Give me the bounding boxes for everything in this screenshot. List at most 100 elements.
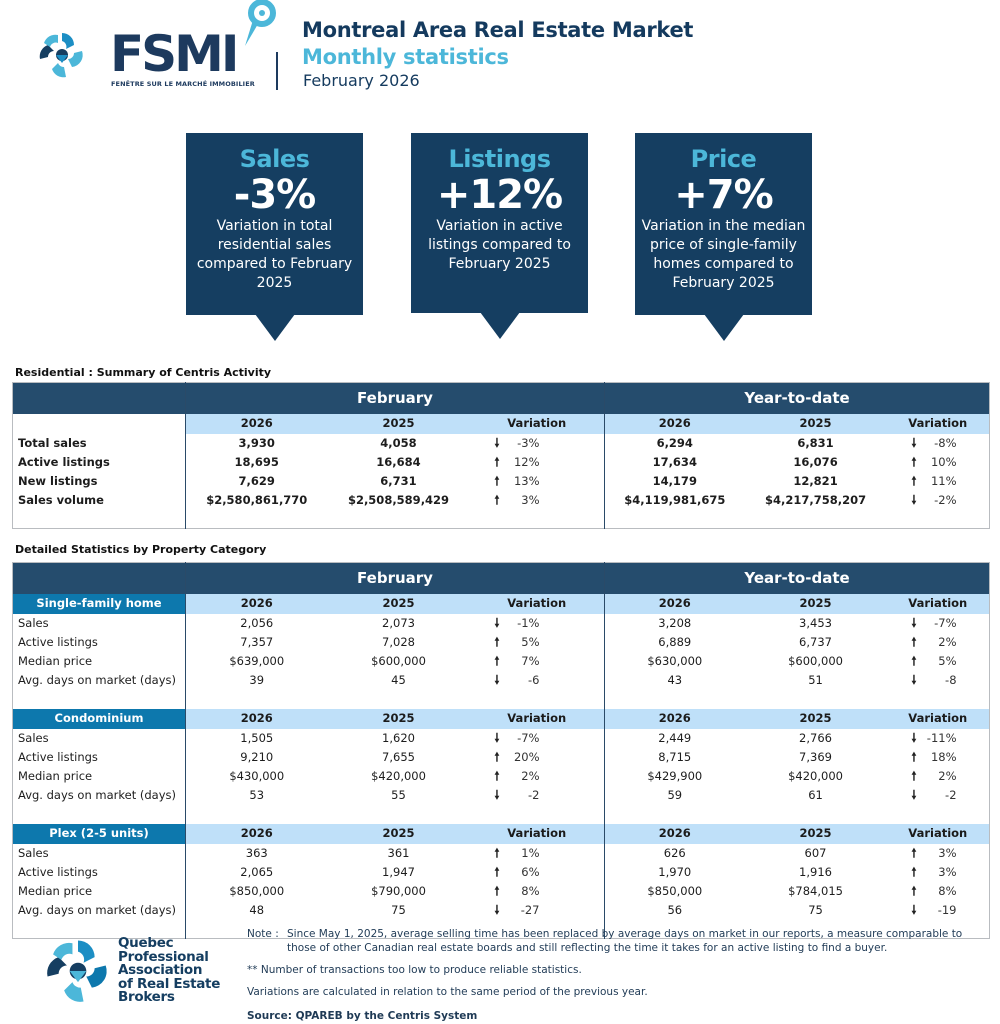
detailed-section-title: Detailed Statistics by Property Category bbox=[15, 543, 267, 556]
col-header: 2025 bbox=[327, 708, 470, 729]
value-cell: 361 bbox=[387, 845, 410, 860]
arrow-up-icon: 🠕 bbox=[911, 883, 917, 898]
value-cell: 2,065 bbox=[185, 862, 328, 882]
variation-value: 7% bbox=[521, 653, 540, 668]
variation-value: -2 bbox=[945, 787, 957, 802]
col-header: 2025 bbox=[744, 823, 887, 844]
arrow-down-icon: 🠗 bbox=[494, 672, 500, 687]
variation-cell: 🠕 2% bbox=[470, 767, 605, 786]
arrow-up-icon: 🠕 bbox=[911, 653, 917, 668]
value-cell: $4,217,758,207 bbox=[764, 492, 867, 507]
value-cell: 3,208 bbox=[604, 613, 745, 633]
variation-cell: 🠗 -8% bbox=[887, 434, 990, 453]
row-label: Avg. days on market (days) bbox=[18, 672, 176, 687]
col-header: Variation bbox=[469, 708, 605, 729]
value-cell: 12,821 bbox=[793, 473, 838, 488]
period-header-february: February bbox=[184, 382, 605, 414]
row-label: Sales bbox=[18, 845, 49, 860]
kpi-value: -3% bbox=[233, 172, 317, 218]
value-cell: 8,715 bbox=[604, 747, 745, 767]
variation-cell: 🠕 3% bbox=[887, 863, 990, 882]
variation-cell: 🠕 11% bbox=[887, 472, 990, 491]
value-cell: $420,000 bbox=[788, 768, 843, 783]
value-cell: 1,947 bbox=[382, 864, 415, 879]
arrow-up-icon: 🠕 bbox=[911, 768, 917, 783]
arrow-up-icon: 🠕 bbox=[494, 749, 500, 764]
arrow-up-icon: 🠕 bbox=[494, 864, 500, 879]
col-header: Variation bbox=[886, 593, 990, 614]
row-label: Sales volume bbox=[18, 492, 104, 507]
variation-value: 18% bbox=[930, 749, 957, 764]
category-header-row: Plex (2-5 units) 2026 2025 Variation 2026 202… bbox=[12, 823, 990, 844]
org-name-line: Association bbox=[118, 962, 203, 978]
col-header: Variation bbox=[886, 413, 990, 434]
variation-value: 2% bbox=[938, 768, 957, 783]
table-row: Total sales 3,930 4,058 🠗 -3% 6,294 6,831 🠗 -8% bbox=[13, 433, 990, 453]
variation-cell: 🠕 20% bbox=[470, 748, 605, 767]
value-cell: 6,294 bbox=[604, 433, 745, 453]
table-row: Median price $850,000 $790,000 🠕 8% $850,000 $… bbox=[13, 881, 990, 901]
value-cell: $2,508,589,429 bbox=[347, 492, 450, 507]
col-header: 2025 bbox=[744, 708, 887, 729]
row-label: Active listings bbox=[18, 634, 98, 649]
col-header: 2026 bbox=[604, 708, 745, 729]
value-cell: 1,620 bbox=[382, 730, 415, 745]
map-pin-icon bbox=[245, 0, 276, 46]
row-label: Median price bbox=[18, 883, 93, 898]
col-header: 2025 bbox=[744, 413, 887, 434]
value-cell: 59 bbox=[604, 785, 745, 805]
table-row: Sales 2,056 2,073 🠗 -1% 3,208 3,453 🠗 -7% bbox=[13, 613, 990, 633]
value-cell: 61 bbox=[808, 787, 823, 802]
arrow-up-icon: 🠕 bbox=[494, 653, 500, 668]
arrow-up-icon: 🠕 bbox=[911, 454, 917, 469]
kpi-card-price: Price +7% Variation in the median price … bbox=[635, 133, 812, 341]
value-cell: $420,000 bbox=[371, 768, 426, 783]
value-cell: 7,629 bbox=[185, 471, 328, 491]
value-cell: $430,000 bbox=[185, 766, 328, 786]
col-header: 2025 bbox=[327, 593, 470, 614]
table-row: Active listings 18,695 16,684 🠕 12% 17,634 16,… bbox=[13, 452, 990, 472]
kpi-description: Variation in active listings compared to… bbox=[428, 218, 571, 272]
value-cell: $790,000 bbox=[371, 883, 426, 898]
arrow-up-icon: 🠕 bbox=[494, 454, 500, 469]
report-period: February 2026 bbox=[303, 71, 420, 90]
arrow-down-icon: 🠗 bbox=[911, 615, 917, 630]
page-subtitle: Monthly statistics bbox=[302, 45, 509, 69]
variation-value: -19 bbox=[937, 902, 957, 917]
value-cell: $784,015 bbox=[788, 883, 843, 898]
category-label: Single-family home bbox=[12, 593, 186, 614]
table-row: Active listings 2,065 1,947 🠕 6% 1,970 1,916 🠕 3… bbox=[13, 862, 990, 882]
variation-value: 20% bbox=[513, 749, 540, 764]
value-cell: 6,889 bbox=[604, 632, 745, 652]
row-label: Total sales bbox=[18, 435, 87, 450]
value-cell: 4,058 bbox=[380, 435, 417, 450]
org-name-line: of Real Estate bbox=[118, 975, 221, 992]
variation-value: -8% bbox=[934, 435, 957, 450]
variation-cell: 🠗 -3% bbox=[470, 434, 605, 453]
footer-notes: Note : Since May 1, 2025, average sellin… bbox=[247, 927, 987, 1023]
variation-cell: 🠕 10% bbox=[887, 453, 990, 472]
value-cell: 14,179 bbox=[604, 471, 745, 491]
summary-table-body: Total sales 3,930 4,058 🠗 -3% 6,294 6,831 🠗 -8% A… bbox=[13, 433, 990, 529]
value-cell: $429,900 bbox=[604, 766, 745, 786]
arrow-down-icon: 🠗 bbox=[494, 435, 500, 450]
arrow-down-icon: 🠗 bbox=[494, 615, 500, 630]
qpareb-logo-icon bbox=[39, 33, 83, 78]
variation-cell: 🠗 -2% bbox=[887, 491, 990, 510]
value-cell: 7,357 bbox=[185, 632, 328, 652]
value-cell: $600,000 bbox=[788, 653, 843, 668]
source-text: Source: QPAREB by the Centris System bbox=[247, 1010, 478, 1022]
value-cell: 2,073 bbox=[382, 615, 415, 630]
arrow-up-icon: 🠕 bbox=[494, 883, 500, 898]
col-header: 2026 bbox=[604, 413, 745, 434]
arrow-up-icon: 🠕 bbox=[911, 473, 917, 488]
col-header: 2025 bbox=[327, 823, 470, 844]
header-spacer bbox=[12, 413, 186, 434]
table-row: Active listings 9,210 7,655 🠕 20% 8,715 7,369 🠕… bbox=[13, 747, 990, 767]
col-header: Variation bbox=[886, 823, 990, 844]
arrow-up-icon: 🠕 bbox=[494, 768, 500, 783]
table-row: Avg. days on market (days) 53 55 🠗 -2 59 61 🠗 -2 bbox=[13, 785, 990, 805]
row-label: Sales bbox=[18, 730, 49, 745]
variation-value: 8% bbox=[521, 883, 540, 898]
variation-value: 11% bbox=[930, 473, 957, 488]
